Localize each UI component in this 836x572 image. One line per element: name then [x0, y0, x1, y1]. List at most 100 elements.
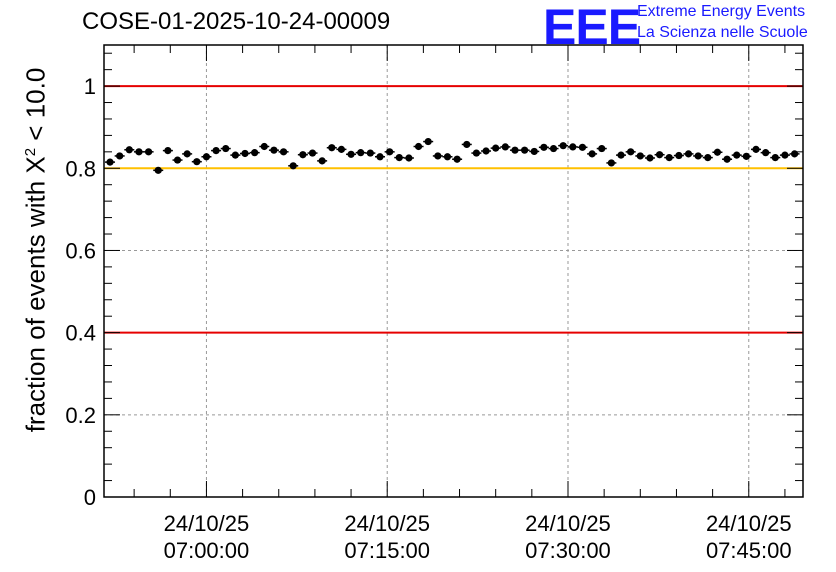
data-point	[211, 147, 222, 155]
data-point	[509, 146, 520, 154]
data-marker	[116, 152, 124, 160]
data-marker	[704, 153, 712, 162]
data-point	[442, 153, 453, 161]
data-marker	[106, 158, 114, 166]
data-point	[307, 149, 318, 157]
data-point	[259, 142, 270, 151]
data-marker	[684, 150, 693, 158]
y-tick-label: 0.2	[65, 403, 96, 428]
data-point	[731, 151, 742, 159]
data-marker	[443, 153, 452, 161]
data-point	[317, 157, 328, 165]
logo-caption-line2: La Scienza nelle Scuole	[637, 24, 808, 41]
data-point	[664, 153, 675, 162]
data-marker	[347, 150, 355, 158]
data-point	[230, 151, 241, 159]
data-marker	[540, 143, 548, 151]
data-marker	[260, 142, 268, 151]
data-marker	[675, 151, 683, 160]
data-point	[432, 152, 443, 160]
data-marker	[482, 147, 490, 155]
grid-lines	[104, 45, 803, 497]
data-point	[741, 152, 752, 160]
data-marker	[713, 148, 722, 156]
data-point	[722, 155, 733, 163]
data-point	[452, 155, 463, 163]
data-marker	[222, 144, 230, 153]
data-marker	[733, 151, 741, 159]
data-point	[346, 150, 357, 158]
data-point	[683, 150, 694, 158]
data-marker	[655, 151, 664, 159]
data-marker	[781, 151, 789, 159]
data-marker	[694, 152, 702, 160]
data-point	[616, 151, 627, 159]
data-marker	[617, 151, 625, 159]
data-point	[461, 140, 472, 149]
data-point	[644, 154, 655, 162]
data-marker	[366, 149, 374, 157]
data-point	[162, 147, 173, 155]
x-tick-label-date: 24/10/25	[525, 511, 611, 536]
x-tick-label-date: 24/10/25	[344, 511, 430, 536]
data-marker	[723, 155, 731, 163]
data-point	[143, 148, 154, 156]
data-point	[403, 154, 414, 162]
data-marker	[193, 158, 201, 166]
data-point	[519, 146, 530, 154]
data-point	[779, 151, 790, 159]
data-point	[249, 149, 260, 157]
data-marker	[424, 137, 432, 146]
data-point	[114, 152, 125, 160]
data-point	[191, 158, 202, 166]
data-marker	[279, 148, 288, 156]
data-point	[268, 146, 279, 154]
reference-lines	[104, 85, 803, 334]
data-point	[471, 149, 482, 157]
data-point	[297, 151, 308, 159]
data-marker	[386, 148, 394, 156]
data-point	[558, 142, 569, 150]
y-axis-label-prefix: fraction of events with X	[20, 156, 51, 433]
data-marker	[627, 148, 635, 156]
data-marker	[337, 145, 346, 153]
data-point	[355, 149, 366, 157]
data-marker	[173, 156, 182, 164]
data-marker	[405, 154, 413, 162]
data-marker	[202, 153, 211, 161]
data-marker	[299, 151, 307, 159]
y-tick-label: 0.8	[65, 156, 96, 181]
data-marker	[549, 144, 558, 153]
data-point	[394, 153, 405, 162]
data-point	[481, 147, 492, 155]
y-tick-label: 0.4	[65, 321, 96, 346]
data-marker	[212, 147, 220, 155]
x-tick-label-date: 24/10/25	[706, 511, 792, 536]
y-tick-label: 0.6	[65, 238, 96, 263]
data-point	[201, 153, 212, 161]
data-point	[365, 149, 376, 157]
data-point	[596, 144, 607, 153]
data-marker	[183, 150, 191, 158]
data-marker	[588, 150, 596, 158]
data-marker	[492, 144, 500, 152]
data-point	[490, 144, 501, 152]
data-point	[240, 149, 251, 158]
data-point	[288, 162, 299, 170]
data-marker	[125, 146, 133, 154]
data-marker	[434, 152, 442, 160]
data-point	[750, 145, 761, 153]
data-marker	[463, 140, 471, 149]
data-marker	[530, 147, 538, 156]
data-marker	[559, 142, 567, 150]
data-marker	[251, 149, 259, 157]
x-tick-label-date: 24/10/25	[164, 511, 250, 536]
data-point	[673, 151, 684, 160]
eee-logo: EEE	[543, 0, 641, 55]
data-point	[625, 148, 636, 156]
data-point	[278, 148, 289, 156]
chart-title: COSE-01-2025-10-24-00009	[82, 8, 391, 35]
data-marker	[742, 152, 750, 160]
axes: 00.20.40.60.8124/10/2507:00:0024/10/2507…	[65, 44, 804, 563]
data-point	[712, 148, 723, 156]
